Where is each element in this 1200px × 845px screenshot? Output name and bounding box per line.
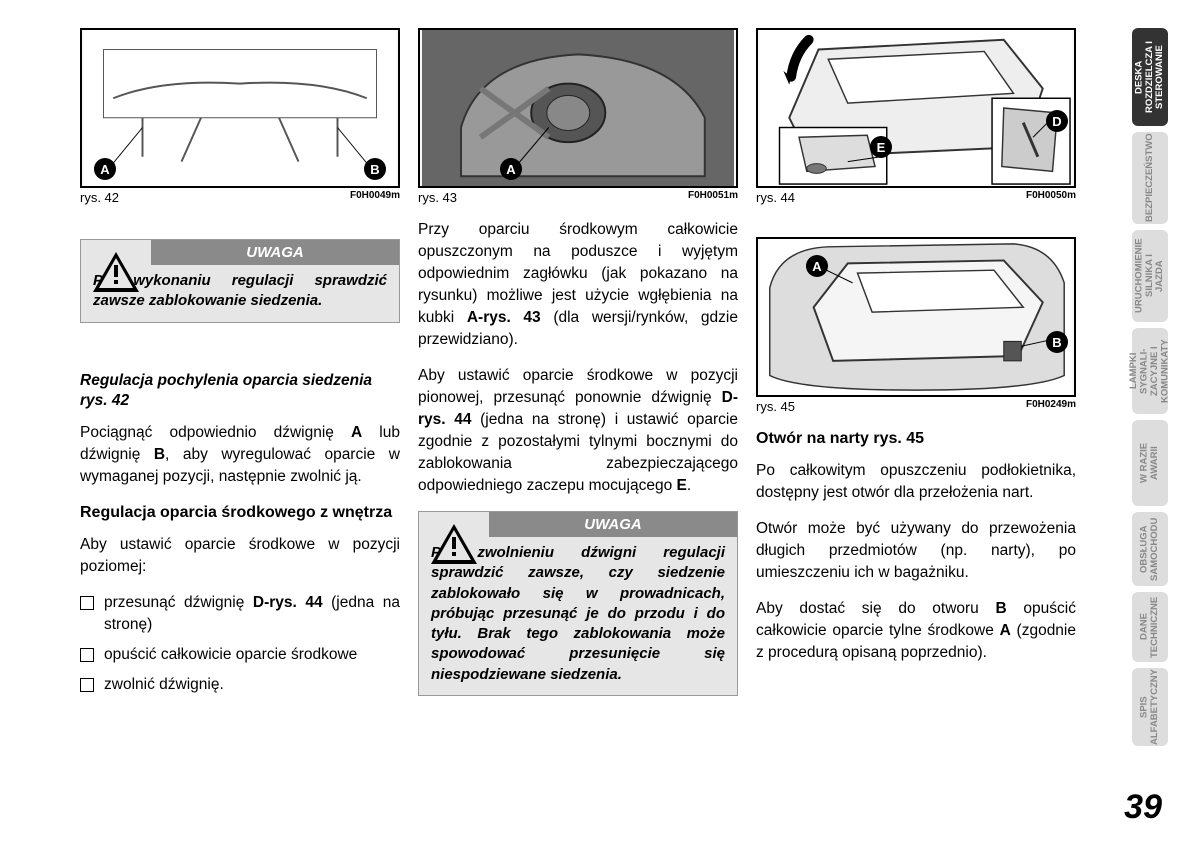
figure-43: A (418, 28, 738, 188)
fig42-label: rys. 42 (80, 190, 119, 205)
marker-43-a: A (500, 158, 522, 180)
fig43-label: rys. 43 (418, 190, 457, 205)
marker-45-b: B (1046, 331, 1068, 353)
column-left: A B rys. 42 F0H0049m UWAGA Po wykonaniu … (80, 28, 400, 718)
p-ski-2: Otwór może być używany do przewożenia dł… (756, 518, 1076, 584)
bold: A (1000, 622, 1011, 639)
p-ski-1: Po całkowitym opuszczeniu podłokietnika,… (756, 460, 1076, 504)
txt: przesunąć dźwignię (104, 594, 253, 611)
caption-42: rys. 42 F0H0049m (80, 190, 400, 205)
checklist: przesunąć dźwignię D-rys. 44 (jedna na s… (80, 592, 400, 704)
bold-b: B (154, 446, 165, 463)
list-item: zwolnić dźwignię. (80, 674, 400, 696)
page-number: 39 (1124, 788, 1162, 827)
fig42-code: F0H0049m (350, 190, 400, 205)
subheading-center: Regulacja oparcia środkowego z wnętrza (80, 502, 400, 524)
caption-44: rys. 44 F0H0050m (756, 190, 1076, 205)
bold: D-rys. 44 (253, 594, 323, 611)
warning-triangle-icon (91, 250, 141, 294)
caption-43: rys. 43 F0H0051m (418, 190, 738, 205)
list-item: opuścić całkowicie oparcie środkowe (80, 644, 400, 666)
fig44-label: rys. 44 (756, 190, 795, 205)
warning-box-1: UWAGA Po wykonaniu regulacji sprawdzić z… (80, 239, 400, 323)
fig45-code: F0H0249m (1026, 399, 1076, 414)
side-tab[interactable]: W RAZIE AWARII (1132, 420, 1168, 506)
figure-44-illustration (758, 30, 1074, 186)
marker-44-e: E (870, 136, 892, 158)
txt: . (687, 477, 691, 494)
list-item: przesunąć dźwignię D-rys. 44 (jedna na s… (80, 592, 400, 636)
marker-45-a: A (806, 255, 828, 277)
side-tab[interactable]: SPIS ALFABETYCZNY (1132, 668, 1168, 746)
warning-1-title: UWAGA (151, 240, 399, 265)
bold: E (677, 477, 687, 494)
column-middle: A rys. 43 F0H0051m Przy oparciu środkowy… (418, 28, 738, 718)
marker-42-b: B (364, 158, 386, 180)
bold-a: A (351, 424, 362, 441)
fig45-label: rys. 45 (756, 399, 795, 414)
fig44-code: F0H0050m (1026, 190, 1076, 205)
figure-44: E D (756, 28, 1076, 188)
p-ski-3: Aby dostać się do otworu B opuścić całko… (756, 598, 1076, 664)
marker-42-a: A (94, 158, 116, 180)
fig43-code: F0H0051m (688, 190, 738, 205)
p-upright: Aby ustawić oparcie środkowe w pozycji p… (418, 365, 738, 497)
p-center-intro: Aby ustawić oparcie środkowe w pozycji p… (80, 534, 400, 578)
p-cupholder: Przy oparciu środkowym całkowicie opuszc… (418, 219, 738, 351)
txt: Aby ustawić oparcie środkowe w pozycji p… (418, 367, 738, 406)
side-tab[interactable]: DESKA ROZDZIELCZA I STEROWANIE (1132, 28, 1168, 126)
figure-42: A B (80, 28, 400, 188)
figure-45: A B (756, 237, 1076, 397)
side-tab[interactable]: DANE TECHNICZNE (1132, 592, 1168, 662)
p-tilt: Pociągnąć odpowiednio dźwignię A lub dźw… (80, 422, 400, 488)
warning-2-title: UWAGA (489, 512, 737, 537)
figure-43-illustration (420, 30, 736, 186)
main-content: A B rys. 42 F0H0049m UWAGA Po wykonaniu … (80, 28, 1080, 718)
side-tab[interactable]: URUCHOMIENIE SILNIKA I JAZDA (1132, 230, 1168, 322)
heading-ski: Otwór na narty rys. 45 (756, 428, 1076, 450)
side-tabs: DESKA ROZDZIELCZA I STEROWANIE BEZPIECZEŃ… (1132, 28, 1168, 746)
txt: Pociągnąć odpowiednio dźwignię (80, 424, 351, 441)
txt: Aby dostać się do otworu (756, 600, 996, 617)
warning-triangle-icon (429, 522, 479, 566)
side-tab[interactable]: LAMPKI SYGNALI- ZACYJNE I KOMUNIKATY (1132, 328, 1168, 414)
bold: A-rys. 43 (467, 309, 541, 326)
bold: B (996, 600, 1007, 617)
figure-42-illustration (82, 30, 398, 186)
side-tab[interactable]: OBSŁUGA SAMOCHODU (1132, 512, 1168, 586)
subheading-tilt: Regulacja pochylenia oparcia siedzenia r… (80, 371, 400, 413)
column-right: E D rys. 44 F0H0050m A B rys. 45 F0H0249… (756, 28, 1076, 718)
warning-box-2: UWAGA Po zwolnieniu dźwigni regulacji sp… (418, 511, 738, 696)
marker-44-d: D (1046, 110, 1068, 132)
side-tab[interactable]: BEZPIECZEŃSTWO (1132, 132, 1168, 224)
caption-45: rys. 45 F0H0249m (756, 399, 1076, 414)
